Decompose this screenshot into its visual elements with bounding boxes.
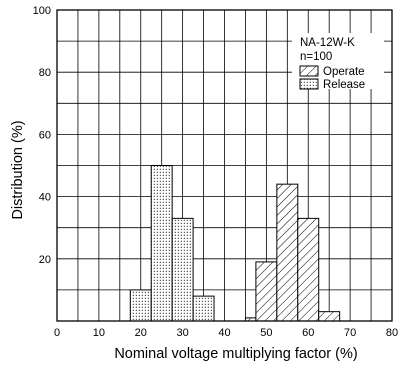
y-axis-ticks: 20 40 60 80 100 xyxy=(33,5,51,266)
bar-operate xyxy=(255,261,278,322)
plot-frame xyxy=(56,9,393,322)
bar-operate xyxy=(297,217,320,322)
y-tick-label: 40 xyxy=(39,192,51,204)
legend-label-operate: Operate xyxy=(323,66,365,78)
x-tick-label: 60 xyxy=(302,327,314,339)
legend: NA-12W-K n=100 Operate Release xyxy=(292,33,384,91)
y-axis-label: Distribution (%) xyxy=(10,120,26,219)
x-tick-label: 0 xyxy=(54,327,60,339)
x-tick-label: 80 xyxy=(386,327,398,339)
bars xyxy=(129,165,341,322)
legend-swatch-operate xyxy=(299,65,319,77)
x-tick-label: 70 xyxy=(344,327,356,339)
x-axis-ticks: 0 10 20 30 40 50 60 70 80 xyxy=(54,327,398,339)
x-tick-label: 30 xyxy=(177,327,189,339)
legend-swatch-release xyxy=(299,78,319,90)
legend-label-release: Release xyxy=(323,79,365,91)
x-axis-label: Nominal voltage multiplying factor (%) xyxy=(114,346,357,362)
y-tick-label: 80 xyxy=(39,67,51,79)
x-tick-label: 20 xyxy=(135,327,147,339)
bar-release xyxy=(150,165,173,322)
legend-sample-size: n=100 xyxy=(300,51,332,63)
x-tick-label: 50 xyxy=(260,327,272,339)
bar-operate xyxy=(276,183,299,322)
y-tick-label: 60 xyxy=(39,129,51,141)
bar-release xyxy=(129,289,152,322)
bar-release xyxy=(171,217,194,322)
x-tick-label: 10 xyxy=(93,327,105,339)
bar-operate xyxy=(318,311,341,322)
legend-title: NA-12W-K xyxy=(300,37,355,49)
bar-release xyxy=(192,295,215,322)
y-tick-label: 20 xyxy=(39,254,51,266)
x-tick-label: 40 xyxy=(218,327,230,339)
y-tick-label: 100 xyxy=(33,5,51,17)
